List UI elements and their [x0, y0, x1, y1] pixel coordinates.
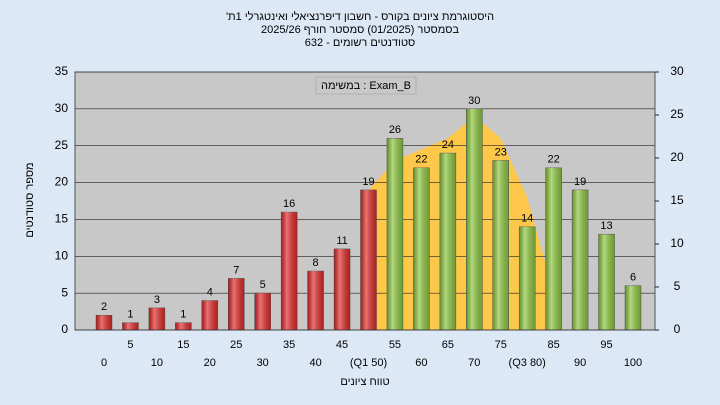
data-label: 5 — [260, 279, 266, 291]
y2-tick-label: 20 — [670, 150, 684, 164]
x-tick-label: 95 — [600, 339, 612, 351]
x-tick-label: 100 — [624, 357, 642, 369]
x-tick-label: 60 — [415, 357, 427, 369]
bar — [280, 211, 298, 331]
x-tick-label: 45 — [336, 339, 348, 351]
y-tick-label: 15 — [55, 212, 69, 226]
x-tick-label: 15 — [177, 339, 189, 351]
x-tick-label: 85 — [548, 339, 560, 351]
y-tick-label: 20 — [55, 175, 69, 189]
x-axis-label: טווח ציונים — [340, 376, 389, 388]
data-label: 1 — [180, 309, 186, 321]
data-label: 22 — [548, 154, 560, 166]
bar — [571, 189, 589, 331]
x-tick-label: 55 — [389, 339, 401, 351]
data-label: 30 — [468, 95, 480, 107]
data-label: 8 — [313, 257, 319, 269]
data-label: 1 — [127, 309, 133, 321]
x-tick-label: 70 — [468, 357, 480, 369]
x-tick-label: (Q3 80) — [509, 357, 546, 369]
x-tick-label: 10 — [151, 357, 163, 369]
y2-tick-label: 30 — [670, 64, 684, 78]
y-tick-label: 5 — [61, 285, 68, 299]
data-label: 22 — [415, 154, 427, 166]
x-tick-label: 35 — [283, 339, 295, 351]
y2-tick-label: 5 — [674, 279, 681, 293]
y-tick-label: 35 — [55, 64, 69, 78]
bar — [254, 292, 271, 331]
bar — [624, 285, 642, 331]
data-label: 16 — [283, 198, 295, 210]
bar — [228, 278, 245, 331]
data-label: 24 — [442, 139, 454, 151]
y-tick-label: 0 — [61, 322, 68, 336]
x-tick-label: 5 — [127, 339, 133, 351]
bar — [466, 108, 483, 331]
x-tick-label: (Q1 50) — [350, 357, 387, 369]
data-label: 13 — [600, 220, 612, 232]
x-tick-label: 75 — [495, 339, 507, 351]
bar — [95, 315, 113, 331]
bar — [545, 167, 562, 331]
annotation-box — [315, 76, 417, 95]
data-label: 19 — [574, 176, 586, 188]
bar — [492, 160, 509, 331]
chart-subtitle: סטודנטים רשומים - 632 — [305, 37, 416, 49]
data-label: 7 — [233, 264, 239, 276]
x-tick-label: 25 — [230, 339, 242, 351]
bar — [122, 322, 139, 331]
data-label: 3 — [154, 294, 160, 306]
y-tick-label: 10 — [55, 248, 69, 262]
data-label: 26 — [389, 124, 401, 136]
data-label: 19 — [362, 176, 374, 188]
chart-title: היסטוגרמת ציונים בקורס - חשבון דיפרנציאל… — [226, 10, 494, 23]
annotation: במשימה : Exam_B — [321, 80, 411, 92]
plot-border — [74, 71, 656, 331]
bar — [518, 226, 536, 331]
y2-tick-label: 10 — [670, 236, 684, 250]
data-label: 2 — [101, 301, 107, 313]
x-tick-label: 20 — [204, 357, 216, 369]
bar — [413, 167, 430, 331]
x-tick-label: 0 — [101, 357, 107, 369]
y2-tick-label: 0 — [674, 322, 681, 336]
y-tick-label: 30 — [55, 101, 69, 115]
y2-tick-label: 15 — [670, 193, 684, 207]
y2-tick-label: 25 — [670, 107, 684, 121]
bar — [598, 233, 615, 331]
data-label: 23 — [495, 146, 507, 158]
bar — [307, 270, 324, 331]
x-tick-label: 30 — [257, 357, 269, 369]
data-label: 6 — [630, 272, 636, 284]
x-tick-label: 65 — [442, 339, 454, 351]
x-tick-label: 90 — [574, 357, 586, 369]
data-label: 14 — [521, 213, 533, 225]
bar — [148, 307, 166, 331]
y-axis-label: מספר סטודנטים — [24, 162, 36, 237]
data-label: 4 — [207, 286, 213, 298]
y-tick-label: 25 — [55, 138, 69, 152]
chart-subtitle: בסמסטר (01/2025) סמסטר חורף 2025/26 — [261, 24, 459, 36]
bar — [439, 152, 457, 331]
bar — [175, 322, 192, 331]
x-tick-label: 40 — [309, 357, 321, 369]
bar — [201, 300, 219, 331]
data-label: 11 — [336, 235, 347, 247]
bar — [333, 248, 351, 331]
bar — [386, 138, 404, 331]
bar — [360, 189, 377, 331]
